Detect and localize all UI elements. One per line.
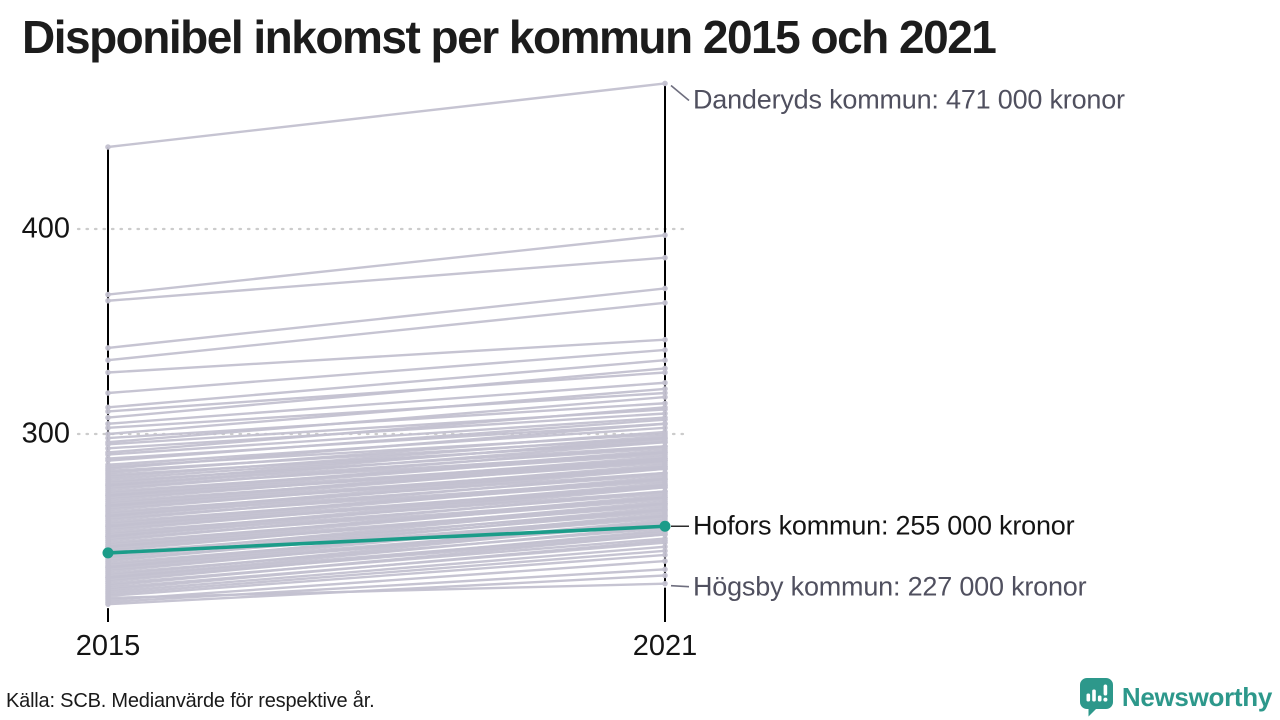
y-axis-tick-400: 400 <box>21 212 70 245</box>
highlight-line-hofors <box>102 520 671 559</box>
annotation-hofors: Hofors kommun: 255 000 kronor <box>693 510 1075 541</box>
x-axis-label-2015: 2015 <box>75 630 141 662</box>
newsworthy-logo-text: Newsworthy <box>1121 681 1272 712</box>
y-axis-tick-300: 300 <box>21 417 70 450</box>
municipality-lines <box>105 80 668 607</box>
newsworthy-branding: Newsworthy <box>1079 676 1272 718</box>
chart-title: Disponibel inkomst per kommun 2015 och 2… <box>22 11 997 63</box>
annotation-hogsby: Högsby kommun: 227 000 kronor <box>693 571 1087 602</box>
source-note: Källa: SCB. Medianvärde för respektive å… <box>6 690 375 712</box>
x-axis-label-2021: 2021 <box>632 630 698 662</box>
newsworthy-barchart-exclamation-icon <box>1079 678 1113 717</box>
annotation-danderyd: Danderyds kommun: 471 000 kronor <box>693 84 1125 115</box>
annotation-leader-lines <box>670 84 690 588</box>
